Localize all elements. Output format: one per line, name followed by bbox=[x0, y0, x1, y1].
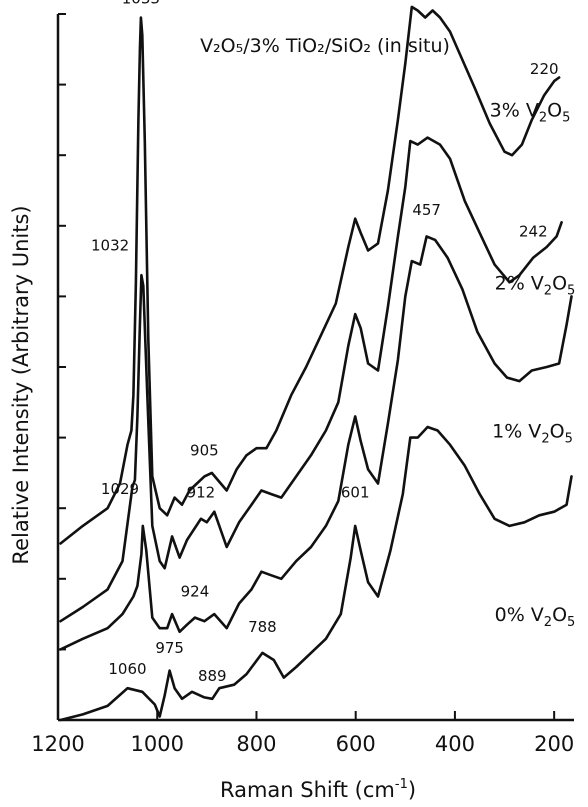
x-tick-label: 200 bbox=[534, 732, 574, 756]
peak-label: 1033 bbox=[122, 0, 160, 7]
peak-label: 889 bbox=[198, 667, 227, 685]
peak-label: 912 bbox=[187, 484, 216, 502]
chart-title: V₂O₅/3% TiO₂/SiO₂ (in situ) bbox=[200, 35, 450, 57]
peak-label: 1060 bbox=[108, 660, 146, 678]
series-label: 3% V2O5 bbox=[490, 99, 571, 125]
series-line bbox=[59, 425, 573, 722]
peak-label: 905 bbox=[190, 441, 219, 459]
peak-label: 220 bbox=[530, 60, 559, 78]
y-axis-label: Relative Intensity (Arbitrary Units) bbox=[9, 205, 33, 564]
peak-label: 975 bbox=[155, 639, 184, 657]
x-axis-label: Raman Shift (cm-1) bbox=[220, 777, 416, 802]
peak-label: 1032 bbox=[91, 237, 129, 255]
x-tick-label: 1200 bbox=[31, 732, 84, 756]
x-tick-label: 600 bbox=[336, 732, 376, 756]
x-tick-label: 1000 bbox=[131, 732, 184, 756]
peak-label: 788 bbox=[248, 618, 277, 636]
series-label: 2% V2O5 bbox=[495, 272, 576, 298]
x-tick-label: 400 bbox=[435, 732, 475, 756]
x-tick-label: 800 bbox=[236, 732, 276, 756]
series-label: 0% V2O5 bbox=[495, 604, 576, 630]
peak-label: 242 bbox=[519, 222, 548, 240]
series-line bbox=[59, 136, 563, 623]
series-label: 1% V2O5 bbox=[492, 421, 573, 447]
peak-label: 601 bbox=[341, 484, 370, 502]
peak-label: 1029 bbox=[101, 480, 139, 498]
series-line bbox=[59, 235, 573, 651]
peak-label: 924 bbox=[181, 582, 210, 600]
peak-label: 457 bbox=[412, 201, 441, 219]
series-line bbox=[59, 5, 561, 545]
